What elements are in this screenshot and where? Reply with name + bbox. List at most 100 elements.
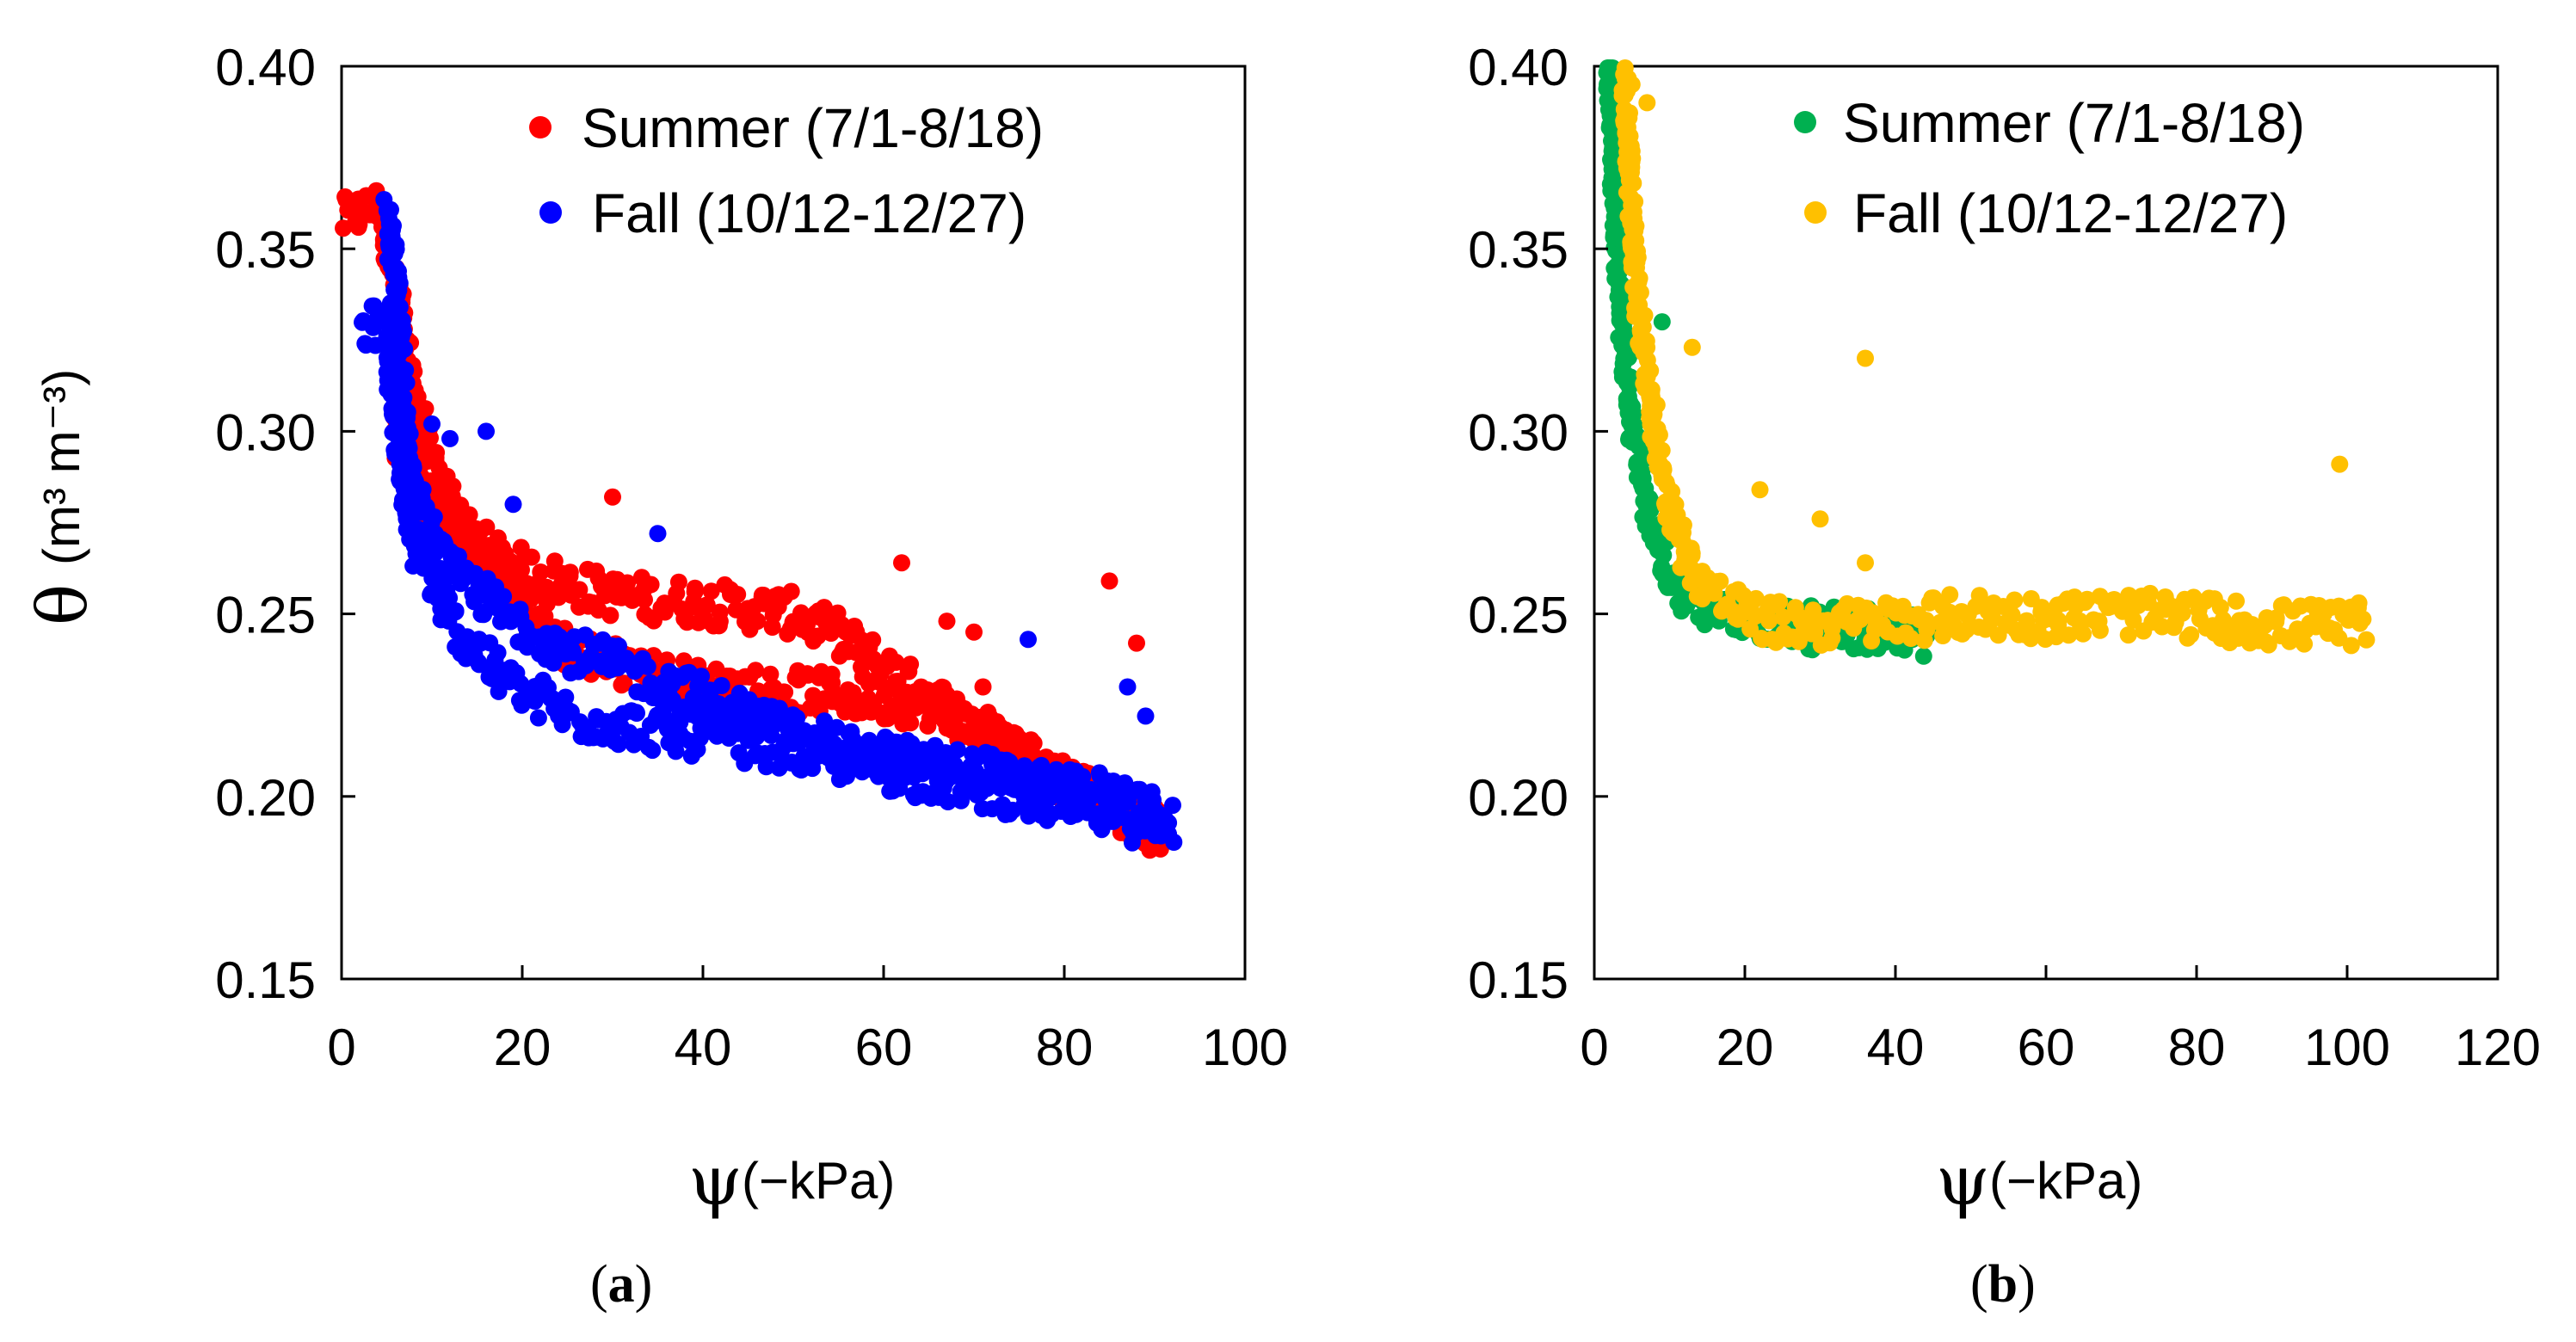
x-tick-label: 0 xyxy=(327,1019,355,1076)
data-point-outlier xyxy=(1857,554,1874,572)
data-point xyxy=(532,563,550,581)
x-tick-label: 60 xyxy=(855,1019,913,1076)
data-point xyxy=(747,727,765,745)
data-point xyxy=(636,591,653,609)
data-point xyxy=(2259,636,2277,654)
data-point xyxy=(881,768,899,786)
x-tick-label: 80 xyxy=(2168,1019,2226,1076)
y-tick-label: 0.40 xyxy=(215,39,316,96)
data-point xyxy=(478,518,496,536)
data-point xyxy=(475,606,493,624)
x-tick-label: 40 xyxy=(1867,1019,1925,1076)
data-point xyxy=(570,581,589,599)
panel-a-legend-marker-fall xyxy=(539,201,562,224)
data-point-outlier xyxy=(441,429,459,447)
data-point xyxy=(615,674,633,693)
data-point xyxy=(1628,288,1646,306)
panel-b-x-units: (−kPa) xyxy=(1989,1152,2142,1210)
y-tick-label: 0.25 xyxy=(1468,587,1568,644)
data-point xyxy=(1031,758,1049,776)
series-summer xyxy=(1598,59,1938,665)
data-point xyxy=(939,793,957,810)
data-point xyxy=(762,726,780,744)
data-point xyxy=(1941,586,1959,604)
data-point-outlier xyxy=(1137,707,1155,725)
panel-a-y-units: (m³ m⁻³) xyxy=(33,369,90,565)
data-point xyxy=(397,361,415,379)
data-point xyxy=(1119,793,1137,811)
data-point xyxy=(1918,620,1936,638)
data-point-outlier xyxy=(1623,76,1641,94)
data-point xyxy=(545,654,563,672)
data-point xyxy=(387,240,405,258)
data-point xyxy=(667,742,685,760)
data-point xyxy=(1601,59,1619,77)
data-point-outlier xyxy=(974,678,992,696)
data-point xyxy=(2006,591,2024,609)
data-point xyxy=(823,665,841,683)
data-point xyxy=(1863,632,1881,649)
data-point xyxy=(1601,116,1619,134)
x-tick-label: 40 xyxy=(675,1019,732,1076)
data-point-outlier xyxy=(1811,510,1829,528)
y-tick-label: 0.40 xyxy=(1468,39,1568,96)
data-point xyxy=(2074,625,2092,643)
data-point-outlier xyxy=(1119,678,1137,696)
data-point xyxy=(795,722,813,740)
data-point xyxy=(1160,825,1177,843)
data-point xyxy=(729,586,747,603)
data-point xyxy=(601,606,619,625)
panel-a-legend-summer: Summer (7/1-8/18) xyxy=(582,97,1044,159)
data-point-outlier xyxy=(1683,338,1701,356)
panel-a-plot-frame xyxy=(340,65,1247,981)
data-point xyxy=(522,548,540,566)
data-point xyxy=(644,742,662,760)
data-point-outlier xyxy=(1100,572,1119,590)
data-point xyxy=(957,705,975,723)
data-point xyxy=(495,588,513,606)
data-point xyxy=(1638,339,1656,356)
data-point-outlier xyxy=(1128,634,1145,652)
x-tick-label: 100 xyxy=(2304,1019,2390,1076)
x-tick-label: 80 xyxy=(1036,1019,1094,1076)
data-point-outlier xyxy=(1653,313,1671,331)
panel-b-legend-marker-summer xyxy=(1794,111,1816,133)
data-point xyxy=(504,566,522,584)
panel-a-chart: 0 20 40 60 80 100 0.40 0.35 0.30 0.25 0.20 0.15 Su… xyxy=(22,39,1288,1314)
panel-b-data-points xyxy=(1598,59,2376,665)
data-point-outlier xyxy=(893,554,910,572)
data-point xyxy=(747,662,765,680)
panel-a-x-symbol: ψ xyxy=(688,1141,743,1221)
data-point xyxy=(2228,592,2245,610)
x-tick-label: 20 xyxy=(494,1019,552,1076)
data-point xyxy=(529,709,547,727)
data-point xyxy=(1642,497,1660,515)
data-point xyxy=(2296,635,2314,653)
data-point xyxy=(425,508,443,526)
data-point xyxy=(964,762,982,780)
data-point xyxy=(1636,306,1654,324)
data-point xyxy=(2124,611,2142,629)
data-point xyxy=(1655,546,1673,564)
data-point-outlier xyxy=(478,422,495,440)
data-point xyxy=(2091,621,2109,639)
data-point xyxy=(1901,630,1920,647)
data-point xyxy=(919,717,937,735)
data-point xyxy=(2018,612,2036,630)
data-point xyxy=(627,704,645,722)
data-point xyxy=(686,582,704,600)
data-point xyxy=(1608,257,1626,274)
data-point xyxy=(776,683,794,701)
data-point xyxy=(669,573,687,591)
panel-a-y-axis-label: θ (m³ m⁻³) xyxy=(22,369,102,625)
data-point-outlier xyxy=(649,525,667,543)
data-point-outlier xyxy=(1751,481,1769,499)
data-point xyxy=(948,741,966,759)
data-point xyxy=(384,221,401,239)
data-point xyxy=(2141,585,2159,603)
data-point xyxy=(842,723,860,741)
panel-b-x-ticks: 0 20 40 60 80 100 120 xyxy=(1580,965,2541,1076)
data-point-outlier xyxy=(965,623,983,641)
panel-a-label: a xyxy=(608,1255,635,1314)
data-point-outlier xyxy=(504,496,522,514)
